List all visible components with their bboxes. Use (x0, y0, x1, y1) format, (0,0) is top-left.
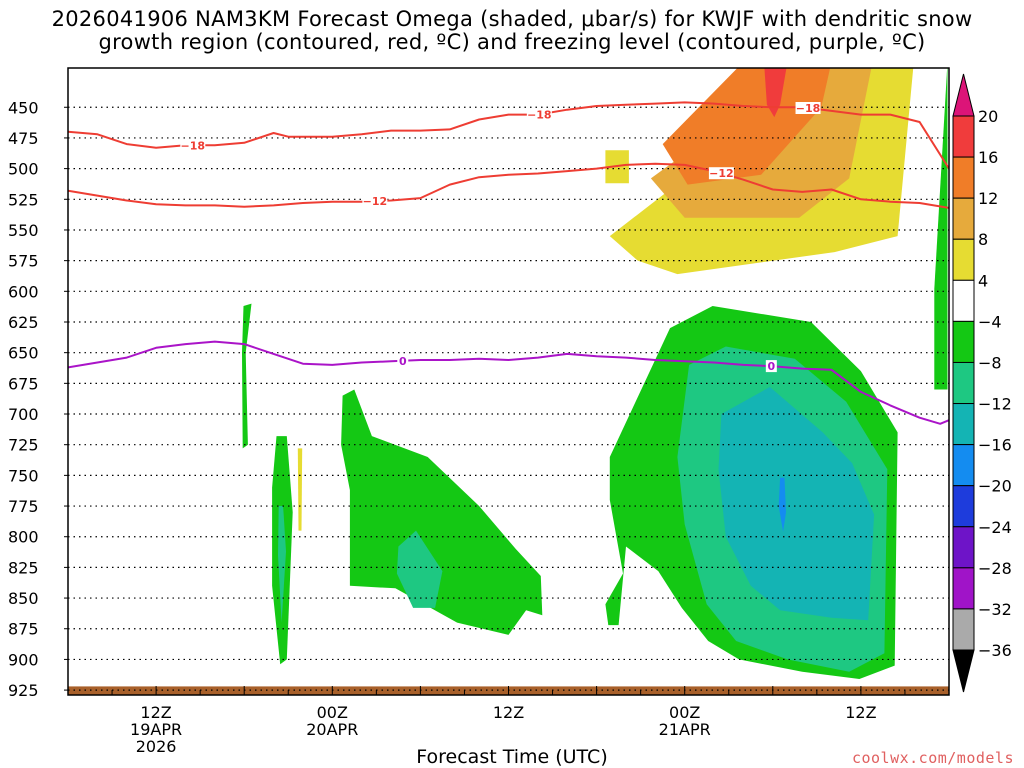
contour-label-bg-1-1 (708, 167, 734, 180)
omega-region-12 (278, 506, 286, 623)
colorbar-label-9: −20 (978, 477, 1012, 496)
y-label-900: 900 (8, 650, 39, 669)
colorbar-label-4: 4 (978, 271, 988, 290)
omega-region-11 (396, 530, 443, 608)
y-label-875: 875 (8, 620, 39, 639)
x-label-1-0: 00Z (317, 703, 348, 722)
omega-region-14 (778, 477, 786, 532)
y-label-600: 600 (8, 282, 39, 301)
y-label-475: 475 (8, 129, 39, 148)
contour-label-2-1: 0 (768, 360, 776, 373)
contour-label-bg-0-1 (526, 108, 552, 121)
x-label-1-1: 20APR (306, 720, 358, 739)
credit-text: coolwx.com/models (851, 749, 1014, 767)
colorbar-label-11: −28 (978, 559, 1012, 578)
colorbar-label-8: −16 (978, 436, 1012, 455)
omega-region-8 (341, 389, 543, 635)
contour-label-bg-0-0 (180, 139, 206, 152)
omega-region-6 (242, 303, 252, 449)
colorbar-label-13: −36 (978, 641, 1012, 660)
colorbar-swatch-9 (952, 485, 975, 528)
y-label-625: 625 (8, 313, 39, 332)
colorbar-label-7: −12 (978, 395, 1012, 414)
y-label-525: 525 (8, 190, 39, 209)
colorbar-swatch-12 (952, 608, 975, 651)
y-label-750: 750 (8, 466, 39, 485)
colorbar-swatch-5 (952, 320, 975, 363)
omega-region-4 (764, 68, 787, 118)
colorbar-label-2: 12 (978, 189, 998, 208)
colorbar-label-6: −8 (978, 353, 1002, 372)
y-label-500: 500 (8, 160, 39, 179)
y-label-775: 775 (8, 497, 39, 516)
x-axis-title: Forecast Time (UTC) (416, 746, 608, 768)
x-label-0-1: 19APR (130, 720, 182, 739)
x-label-0-0: 12Z (140, 703, 171, 722)
y-label-700: 700 (8, 405, 39, 424)
y-label-800: 800 (8, 528, 39, 547)
colorbar-label-3: 8 (978, 230, 988, 249)
contour-label-bg-2-0 (397, 354, 409, 367)
colorbar-bottom-arrow (952, 649, 975, 693)
y-label-825: 825 (8, 558, 39, 577)
colorbar-swatch-6 (952, 361, 975, 405)
omega-region-5 (934, 68, 948, 390)
y-label-725: 725 (8, 436, 39, 455)
colorbar-swatch-10 (952, 526, 975, 569)
contour-label-0-1: −18 (527, 108, 552, 121)
colorbar-swatch-0 (952, 115, 975, 158)
colorbar-label-12: −32 (978, 600, 1012, 619)
y-label-575: 575 (8, 252, 39, 271)
contour-label-bg-1-0 (362, 195, 388, 208)
chart-title-line1: 2026041906 NAM3KM Forecast Omega (shaded… (51, 7, 973, 31)
x-label-0-2: 2026 (136, 737, 177, 756)
y-label-675: 675 (8, 374, 39, 393)
omega-region-13 (718, 387, 875, 621)
contour-label-1-0: −12 (363, 195, 388, 208)
x-label-4-0: 12Z (845, 703, 876, 722)
y-label-550: 550 (8, 221, 39, 240)
colorbar-swatch-2 (952, 197, 975, 240)
y-label-850: 850 (8, 589, 39, 608)
contour-label-bg-0-2 (795, 102, 821, 115)
colorbar-swatch-11 (952, 567, 975, 610)
y-label-650: 650 (8, 344, 39, 363)
chart-title-line2: growth region (contoured, red, ºC) and f… (98, 30, 926, 54)
colorbar-swatch-7 (952, 403, 975, 446)
contour-label-1-1: −12 (709, 167, 734, 180)
y-label-925: 925 (8, 681, 39, 700)
contour-label-2-0: 0 (399, 355, 407, 368)
contour-line-2 (68, 340, 949, 425)
contour-line-1 (68, 162, 949, 209)
x-label-3-1: 21APR (659, 720, 711, 739)
colorbar-label-10: −24 (978, 518, 1012, 537)
colorbar-swatch-4 (952, 279, 975, 322)
omega-region-15 (297, 448, 303, 531)
contour-label-bg-2-1 (765, 360, 777, 373)
y-label-450: 450 (8, 98, 39, 117)
colorbar-label-5: −4 (978, 312, 1002, 331)
contour-label-0-0: −18 (181, 139, 206, 152)
colorbar-top-arrow (952, 73, 975, 117)
colorbar-swatch-3 (952, 238, 975, 281)
colorbar-label-0: 20 (978, 107, 998, 126)
x-label-3-0: 00Z (669, 703, 700, 722)
x-label-2-0: 12Z (493, 703, 524, 722)
contour-label-0-2: −18 (796, 102, 821, 115)
colorbar-swatch-1 (952, 156, 975, 199)
omega-region-3 (662, 68, 831, 185)
colorbar-label-1: 16 (978, 148, 998, 167)
colorbar-swatch-8 (952, 444, 975, 487)
